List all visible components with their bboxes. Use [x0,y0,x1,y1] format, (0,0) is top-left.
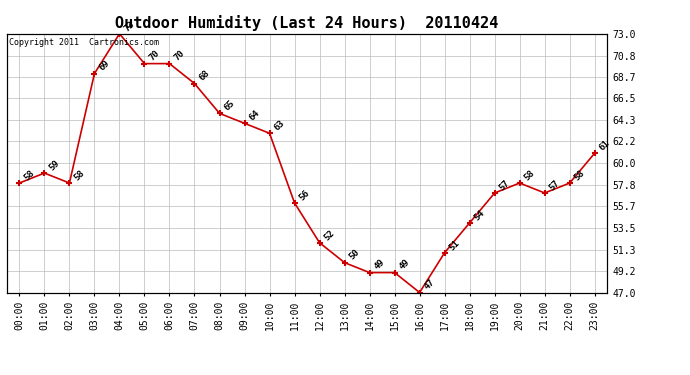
Text: 73: 73 [122,19,136,33]
Text: 57: 57 [497,178,511,192]
Text: 50: 50 [347,248,362,262]
Text: 70: 70 [147,49,161,63]
Text: Copyright 2011  Cartronics.com: Copyright 2011 Cartronics.com [9,38,159,46]
Text: 69: 69 [97,59,111,73]
Text: 49: 49 [373,258,386,272]
Text: 58: 58 [72,168,86,182]
Text: 64: 64 [247,109,262,123]
Text: 63: 63 [273,118,286,132]
Text: 52: 52 [322,228,336,242]
Text: 61: 61 [598,138,611,152]
Text: 59: 59 [47,158,61,172]
Text: 47: 47 [422,278,436,292]
Text: 56: 56 [297,188,311,202]
Text: 58: 58 [22,168,36,182]
Text: 58: 58 [522,168,536,182]
Text: 70: 70 [172,49,186,63]
Text: 68: 68 [197,69,211,83]
Text: 58: 58 [573,168,586,182]
Text: 49: 49 [397,258,411,272]
Text: 51: 51 [447,238,462,252]
Text: 54: 54 [473,208,486,222]
Text: 65: 65 [222,99,236,112]
Title: Outdoor Humidity (Last 24 Hours)  20110424: Outdoor Humidity (Last 24 Hours) 2011042… [115,15,499,31]
Text: 57: 57 [547,178,562,192]
